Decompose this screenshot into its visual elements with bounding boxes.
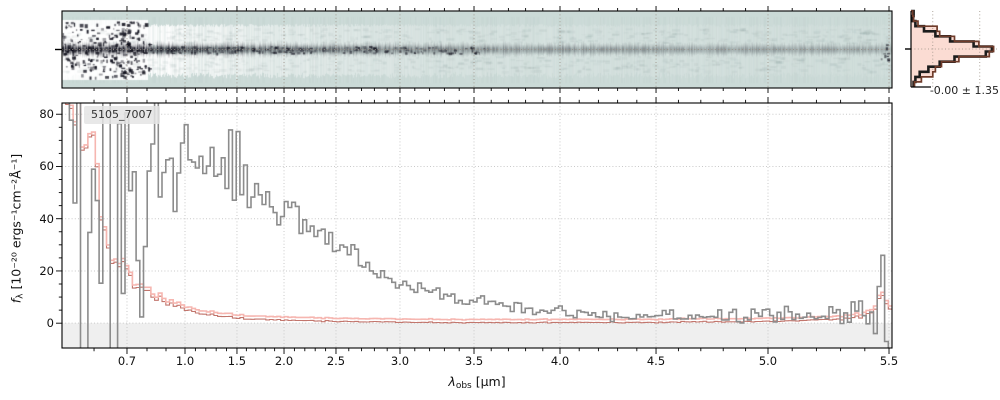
spectra — [65, 103, 892, 348]
y-tick-label: 60 — [39, 159, 54, 174]
spatial-profile-panel — [905, 9, 998, 88]
error-dark-line — [65, 103, 892, 324]
y-axis-label-symbol: f — [8, 298, 24, 304]
x-tick-label: 1.5 — [227, 354, 247, 368]
x-axis-label: λobs [μm] — [377, 374, 577, 391]
x-tick-label: 5.5 — [879, 354, 899, 368]
x-axis-label-symbol: λ — [448, 374, 456, 389]
x-tick-label: 0.7 — [117, 354, 137, 368]
x-tick-label: 5.0 — [758, 354, 778, 368]
x-tick-label: 3.5 — [464, 354, 484, 368]
below-zero-shading — [62, 323, 892, 348]
object-id-label: 5105_7007 — [84, 106, 160, 124]
grid-2d — [62, 11, 892, 88]
x-axis-label-units: [μm] — [471, 374, 506, 389]
x-tick-label: 1.0 — [175, 354, 195, 368]
y-axis-label-units: [10⁻²⁰ ergs⁻¹cm⁻²Å⁻¹] — [8, 153, 24, 294]
ticks-2d — [55, 6, 890, 93]
ticks-1d — [56, 97, 890, 354]
y-tick-label: 20 — [39, 263, 54, 278]
y-axis-label: fλ [10⁻²⁰ ergs⁻¹cm⁻²Å⁻¹] — [8, 108, 26, 350]
y-tick-label: 0 — [46, 316, 54, 331]
flux-line — [68, 103, 890, 348]
x-tick-label: 4.0 — [550, 354, 570, 368]
profile-model-line — [911, 10, 995, 87]
profile-stat-label: -0.00 ± 1.35 — [929, 84, 999, 97]
x-tick-label: 4.5 — [646, 354, 666, 368]
grid-1d — [62, 103, 892, 348]
error-line — [68, 103, 892, 321]
y-tick-label: 80 — [39, 107, 54, 122]
spine-1d — [61, 102, 893, 349]
x-axis-label-subscript: obs — [455, 381, 472, 391]
x-tick-label: 3.0 — [390, 354, 410, 368]
x-tick-label: 2.0 — [274, 354, 294, 368]
y-tick-label: 40 — [39, 211, 54, 226]
y-axis-label-subscript: λ — [15, 293, 26, 299]
x-tick-label: 2.5 — [326, 354, 346, 368]
